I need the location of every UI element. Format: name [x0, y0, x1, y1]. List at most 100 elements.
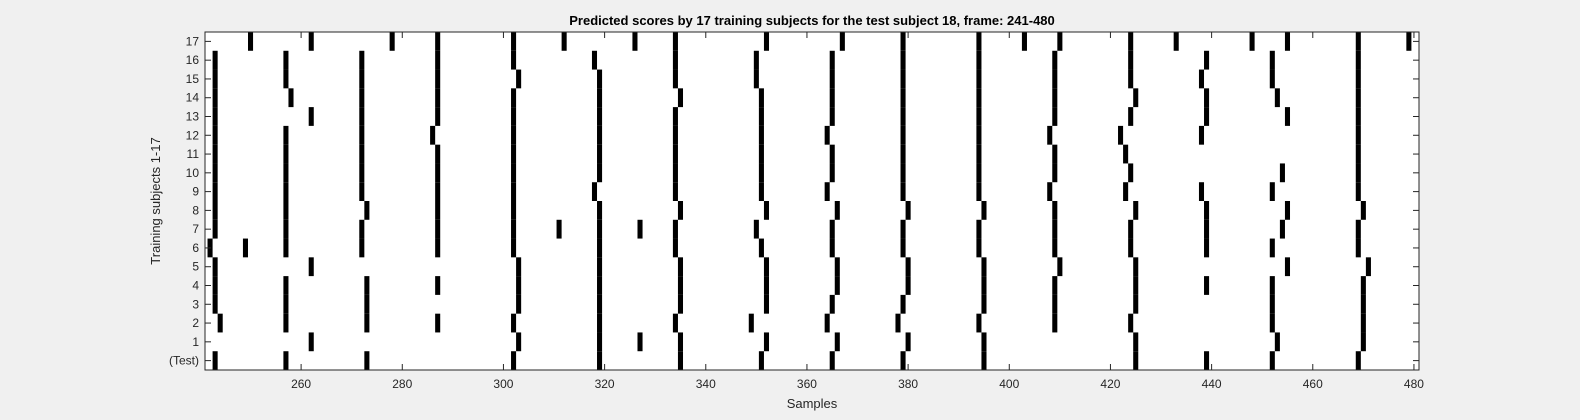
score-mark [976, 107, 982, 126]
score-mark [435, 276, 441, 295]
score-mark [1204, 107, 1210, 126]
x-tick-label: 480 [1404, 377, 1424, 391]
score-mark [1123, 182, 1129, 201]
score-mark [976, 69, 982, 89]
score-mark [900, 50, 906, 70]
score-mark [1355, 107, 1361, 126]
score-mark [900, 88, 906, 108]
y-tick-label: 10 [186, 166, 200, 180]
score-mark [758, 107, 764, 126]
y-tick-label: 3 [192, 297, 199, 311]
y-tick-label: (Test) [169, 354, 199, 368]
x-tick-label: 260 [291, 377, 311, 391]
y-tick-label: 15 [186, 72, 200, 86]
score-mark [212, 294, 218, 314]
score-mark [905, 257, 911, 277]
score-mark [359, 163, 365, 183]
score-mark [758, 88, 764, 108]
score-mark [900, 125, 906, 145]
score-mark [591, 50, 598, 70]
score-mark [758, 182, 764, 201]
score-mark [677, 201, 684, 220]
score-mark [900, 219, 906, 239]
row-3 [212, 294, 1366, 314]
score-mark [1052, 276, 1058, 295]
score-mark [1406, 32, 1412, 51]
score-mark [976, 182, 982, 201]
score-mark [1355, 182, 1361, 201]
score-mark [1133, 332, 1139, 352]
score-mark [511, 107, 517, 126]
score-mark [364, 294, 370, 314]
x-tick-label: 460 [1303, 377, 1323, 391]
score-mark [359, 182, 365, 201]
score-mark [1052, 107, 1058, 126]
score-mark [1052, 50, 1058, 70]
score-mark [1057, 257, 1063, 277]
score-mark [1133, 351, 1139, 370]
score-mark [1052, 294, 1058, 314]
score-mark [511, 238, 517, 258]
y-tick-label: 16 [186, 53, 200, 67]
score-mark [1355, 69, 1361, 89]
score-mark [1204, 238, 1210, 258]
score-mark [900, 294, 906, 314]
score-mark [511, 201, 517, 220]
score-mark [1047, 125, 1053, 145]
chart-title: Predicted scores by 17 training subjects… [569, 13, 1055, 28]
score-mark [283, 163, 289, 183]
score-mark [1365, 257, 1371, 277]
score-mark [212, 351, 218, 370]
score-mark [1133, 201, 1139, 220]
score-mark [834, 332, 840, 352]
score-mark [1128, 50, 1134, 70]
score-mark [829, 69, 835, 89]
score-mark [1204, 88, 1210, 108]
score-mark [283, 125, 289, 145]
x-tick-label: 380 [898, 377, 918, 391]
score-mark [1204, 219, 1210, 239]
y-tick-label: 9 [192, 185, 199, 199]
score-mark [1198, 182, 1205, 201]
score-mark [1021, 32, 1027, 51]
score-mark [359, 69, 365, 89]
score-mark [900, 351, 906, 370]
score-mark [435, 201, 441, 220]
row-11 [212, 144, 1361, 164]
x-tick-label: 340 [696, 377, 716, 391]
score-mark [359, 88, 365, 108]
score-mark [1284, 257, 1291, 277]
score-mark [753, 69, 759, 89]
score-mark [1284, 107, 1291, 126]
plot-area [205, 32, 1419, 370]
score-mark [430, 125, 436, 145]
score-mark [1355, 238, 1361, 258]
score-mark [308, 257, 314, 277]
score-mark [1284, 201, 1291, 220]
score-mark [597, 313, 603, 333]
score-mark [435, 219, 441, 239]
score-mark [1052, 238, 1058, 258]
score-mark [597, 163, 603, 183]
score-mark [1360, 276, 1366, 295]
score-mark [834, 257, 840, 277]
score-mark [556, 219, 562, 239]
score-mark [834, 276, 840, 295]
score-mark [758, 125, 764, 145]
y-tick-label: 1 [192, 335, 199, 349]
score-mark [435, 144, 441, 164]
score-mark [212, 50, 218, 70]
score-mark [1269, 50, 1275, 70]
score-mark [511, 163, 517, 183]
x-tick-label: 440 [1202, 377, 1222, 391]
score-mark [753, 50, 759, 70]
score-mark [672, 125, 678, 145]
score-mark [288, 88, 294, 108]
score-mark [829, 107, 835, 126]
score-mark [435, 32, 441, 51]
score-mark [672, 238, 678, 258]
score-mark [283, 351, 289, 370]
score-mark [1355, 163, 1361, 183]
score-mark [1128, 107, 1134, 126]
y-tick-label: 2 [192, 316, 199, 330]
